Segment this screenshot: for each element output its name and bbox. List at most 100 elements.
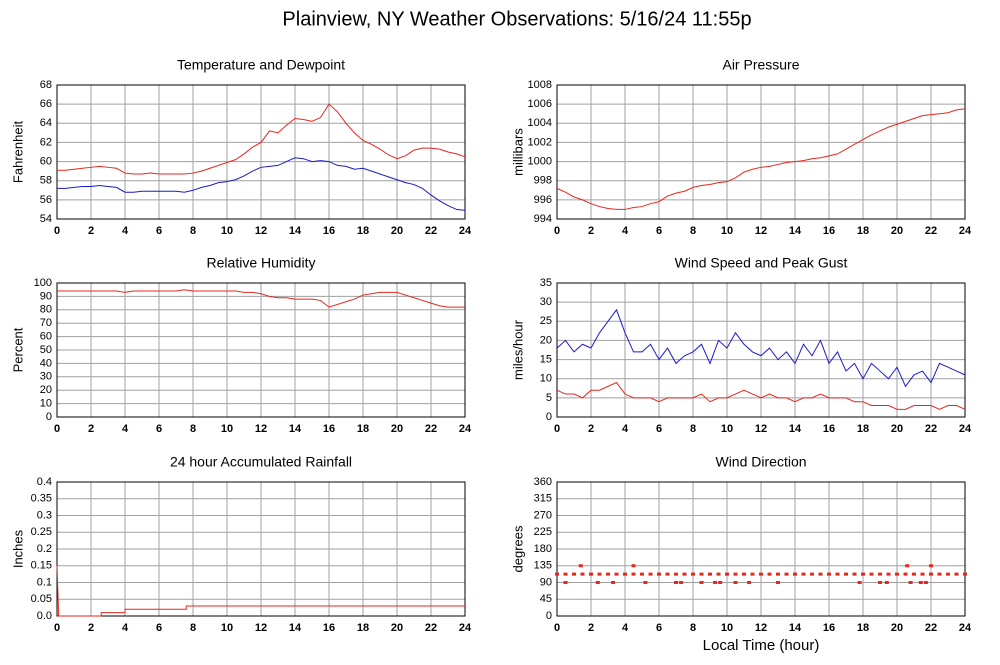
y-tick-label: 0 <box>46 411 52 423</box>
x-tick-label: 12 <box>755 423 767 435</box>
data-point <box>884 581 889 584</box>
data-point <box>861 572 865 576</box>
data-point <box>555 572 559 576</box>
y-axis-label: Fahrenheit <box>10 121 25 184</box>
data-point <box>713 581 718 584</box>
x-tick-label: 24 <box>459 622 472 634</box>
data-point <box>844 572 848 576</box>
y-tick-label: 0.25 <box>31 526 52 538</box>
y-tick-label: 100 <box>34 277 52 289</box>
plot-frame <box>556 282 966 418</box>
x-tick-label: 4 <box>622 423 629 435</box>
x-tick-label: 0 <box>554 622 560 634</box>
x-tick-label: 22 <box>425 225 437 237</box>
data-point <box>606 572 610 576</box>
x-tick-label: 8 <box>690 622 696 634</box>
y-tick-label: 270 <box>534 509 552 521</box>
data-point <box>835 572 840 576</box>
y-tick-label: 0.4 <box>37 476 52 488</box>
x-tick-label: 6 <box>656 423 662 435</box>
y-tick-label: 60 <box>40 331 52 343</box>
x-tick-label: 20 <box>391 225 403 237</box>
x-tick-label: 0 <box>54 423 60 435</box>
y-tick-label: 15 <box>540 353 552 365</box>
y-tick-label: 40 <box>40 357 52 369</box>
data-point <box>597 572 602 576</box>
y-tick-label: 70 <box>40 317 52 329</box>
x-tick-label: 20 <box>891 423 903 435</box>
data-point <box>614 572 619 576</box>
plot-frame <box>56 282 466 418</box>
x-tick-label: 22 <box>925 225 937 237</box>
x-tick-label: 6 <box>656 225 662 237</box>
x-tick-label: 20 <box>391 622 403 634</box>
data-point <box>742 572 746 576</box>
y-tick-label: 60 <box>40 155 52 167</box>
x-tick-label: 24 <box>959 225 972 237</box>
data-point <box>691 572 695 576</box>
x-tick-label: 4 <box>122 622 129 634</box>
x-tick-label: 8 <box>690 225 696 237</box>
data-line <box>57 157 466 211</box>
data-point <box>918 581 923 584</box>
y-tick-label: 0 <box>546 610 552 622</box>
data-point <box>631 564 636 568</box>
data-point <box>818 572 823 576</box>
data-point <box>869 572 874 576</box>
x-tick-label: 18 <box>857 622 869 634</box>
data-point <box>878 581 882 584</box>
data-point <box>878 572 882 576</box>
data-point <box>699 581 704 584</box>
y-tick-label: 315 <box>534 493 552 505</box>
x-tick-label: 12 <box>755 225 767 237</box>
x-tick-label: 12 <box>255 622 267 634</box>
x-tick-label: 18 <box>857 423 869 435</box>
data-point <box>665 572 670 576</box>
data-point <box>747 581 752 584</box>
data-point <box>623 572 627 576</box>
y-tick-label: 0.05 <box>31 593 52 605</box>
y-tick-label: 5 <box>546 392 552 404</box>
data-point <box>886 572 891 576</box>
x-tick-label: 14 <box>789 225 802 237</box>
subplot-title: Air Pressure <box>722 57 799 73</box>
x-tick-label: 16 <box>823 225 835 237</box>
y-tick-label: 10 <box>540 373 552 385</box>
x-tick-label: 4 <box>122 225 129 237</box>
y-tick-label: 1002 <box>528 136 552 148</box>
x-tick-label: 16 <box>823 622 835 634</box>
x-tick-label: 14 <box>289 622 302 634</box>
data-point <box>699 572 704 576</box>
x-tick-label: 0 <box>554 225 560 237</box>
data-point <box>937 572 942 576</box>
y-tick-label: 180 <box>534 543 552 555</box>
x-tick-label: 2 <box>88 423 94 435</box>
x-tick-label: 18 <box>357 622 369 634</box>
data-point <box>679 581 684 584</box>
y-tick-label: 135 <box>534 560 552 572</box>
y-tick-label: 10 <box>40 398 52 410</box>
y-tick-label: 30 <box>40 371 52 383</box>
subplot-title: Wind Direction <box>715 454 806 470</box>
y-tick-label: 50 <box>40 344 52 356</box>
x-tick-label: 22 <box>425 423 437 435</box>
y-tick-label: 35 <box>540 277 552 289</box>
x-tick-label: 12 <box>255 225 267 237</box>
data-point <box>912 572 916 576</box>
plot-frame <box>56 481 466 617</box>
y-tick-label: 0.0 <box>37 610 52 622</box>
y-tick-label: 45 <box>540 593 552 605</box>
x-tick-label: 2 <box>588 423 594 435</box>
x-tick-label: 10 <box>221 423 233 435</box>
data-point <box>674 581 678 584</box>
figure-title: Plainview, NY Weather Observations: 5/16… <box>282 8 751 30</box>
x-tick-label: 22 <box>925 423 937 435</box>
y-tick-label: 58 <box>40 175 52 187</box>
x-tick-label: 8 <box>690 423 696 435</box>
x-tick-label: 22 <box>425 622 437 634</box>
data-point <box>708 572 712 576</box>
x-tick-label: 6 <box>156 225 162 237</box>
x-tick-label: 0 <box>54 622 60 634</box>
data-line <box>556 308 966 388</box>
y-tick-label: 0.2 <box>37 543 52 555</box>
